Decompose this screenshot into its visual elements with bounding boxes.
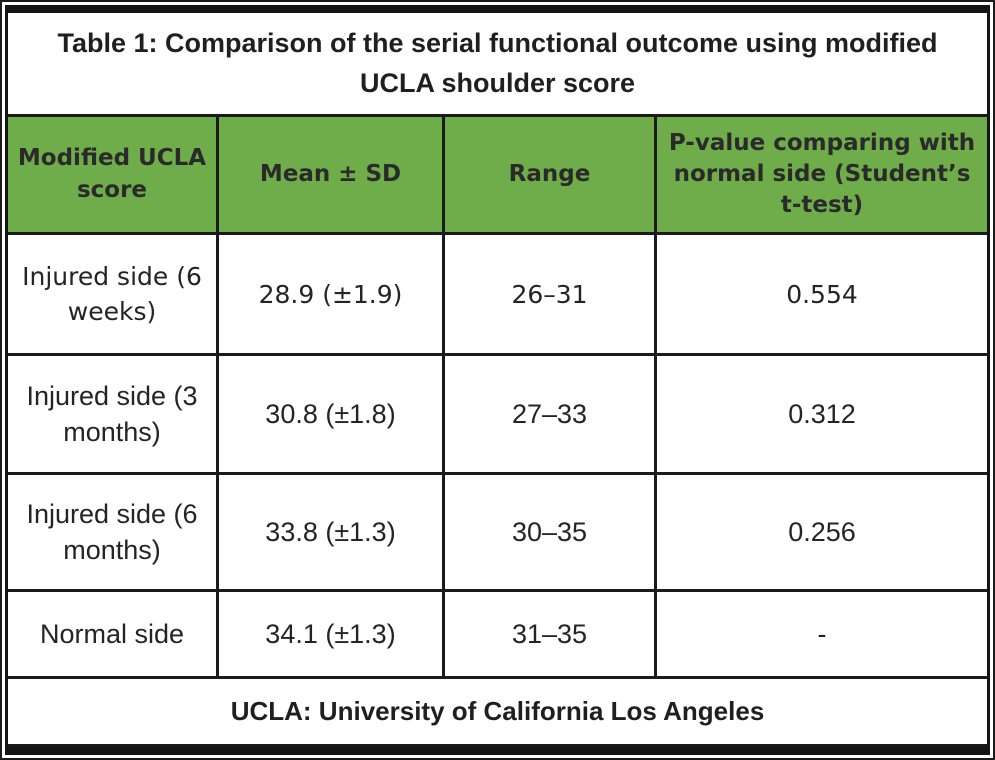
p-value-cell: 0.312 [657, 356, 987, 472]
table-footnote-text: UCLA: University of California Los Angel… [230, 696, 765, 726]
table-footnote: UCLA: University of California Los Angel… [8, 679, 987, 744]
row-label-cell: Injured side (3 months) [8, 356, 216, 472]
row-label-cell: Injured side (6 months) [8, 475, 216, 589]
p-value-cell: 0.256 [657, 475, 987, 589]
col-header-p-value: P-value comparing with normal side (Stud… [657, 117, 987, 232]
mean-sd-cell: 34.1 (±1.3) [219, 592, 442, 676]
mean-sd-cell: 33.8 (±1.3) [219, 475, 442, 589]
table-title-text: Table 1: Comparison of the serial functi… [57, 28, 938, 98]
row-label-cell: Normal side [8, 592, 216, 676]
mean-sd-cell: 30.8 (±1.8) [219, 356, 442, 472]
data-table: Table 1: Comparison of the serial functi… [5, 5, 990, 755]
range-cell: 26–31 [445, 235, 654, 353]
col-header-mean-sd: Mean ± SD [219, 117, 442, 232]
mean-sd-cell: 28.9 (±1.9) [219, 235, 442, 353]
p-value-cell: 0.554 [657, 235, 987, 353]
table-title: Table 1: Comparison of the serial functi… [8, 13, 987, 114]
row-label-cell: Injured side (6 weeks) [8, 235, 216, 353]
p-value-cell: - [657, 592, 987, 676]
range-cell: 27–33 [445, 356, 654, 472]
col-header-range: Range [445, 117, 654, 232]
col-header-score: Modified UCLA score [8, 117, 216, 232]
range-cell: 31–35 [445, 592, 654, 676]
range-cell: 30–35 [445, 475, 654, 589]
